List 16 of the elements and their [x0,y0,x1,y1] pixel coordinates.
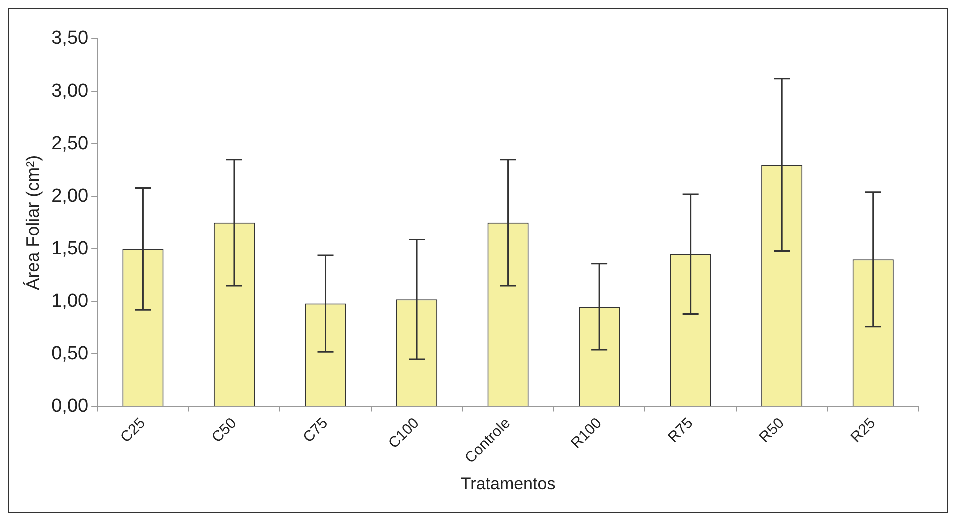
x-tick-label: R50 [756,414,788,446]
y-tick-label: 0,00 [52,396,89,418]
x-tick-label: R75 [665,414,697,446]
y-tick-label: 1,00 [52,290,89,312]
y-tick-label: 3,50 [52,28,89,50]
y-axis-title: Área Foliar (cm²) [22,155,43,290]
x-tick-label: C50 [208,414,240,446]
y-tick-label: 3,00 [52,80,89,102]
y-tick-label: 2,00 [52,186,89,207]
x-tick-label: R25 [848,414,880,446]
x-axis-title: Tratamentos [460,474,556,494]
y-tick-label: 1,50 [52,238,89,260]
x-tick-label: C75 [300,414,332,446]
y-tick-label: 2,50 [52,133,89,154]
x-tick-label: C25 [117,414,149,446]
y-tick-label: 0,50 [52,343,89,364]
